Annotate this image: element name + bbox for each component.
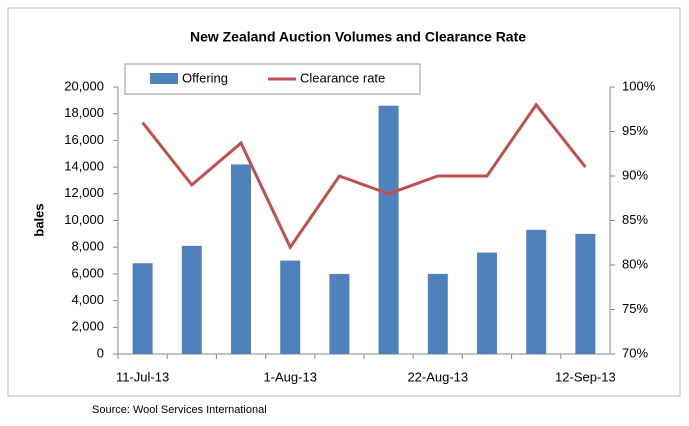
bar (181, 245, 202, 354)
y2-tick-label: 95% (622, 123, 648, 138)
bar (329, 273, 350, 354)
bar (378, 105, 399, 354)
y2-tick-label: 85% (622, 212, 648, 227)
x-tick-label: 11-Jul-13 (116, 369, 169, 384)
legend-swatch (150, 73, 178, 84)
bar (477, 252, 497, 354)
y-tick-label: 16,000 (64, 132, 104, 147)
bar (231, 164, 251, 354)
y-tick-label: 8,000 (71, 239, 104, 254)
source: Source: Wool Services International (92, 404, 267, 416)
y-tick-label: 14,000 (64, 159, 104, 174)
y-tick-label: 10,000 (64, 212, 104, 227)
y-tick-label: 4,000 (71, 292, 104, 307)
bar (132, 263, 153, 354)
x-tick-label: 1-Aug-13 (263, 369, 316, 384)
y-axis-label: bales (31, 203, 46, 236)
x-tick-label: 22-Aug-13 (407, 369, 468, 384)
y-tick-label: 18,000 (64, 105, 104, 120)
bar (427, 273, 448, 354)
y2-tick-label: 75% (622, 301, 648, 316)
y2-tick-label: 70% (622, 345, 648, 360)
y2-tick-label: 90% (622, 167, 648, 182)
legend-label: Clearance rate (300, 70, 385, 85)
y-tick-label: 20,000 (64, 78, 104, 93)
y-tick-label: 0 (97, 345, 104, 360)
y-tick-label: 6,000 (71, 265, 104, 280)
bar (575, 233, 596, 354)
y-tick-label: 12,000 (64, 185, 104, 200)
legend-label: Offering (182, 70, 228, 85)
line (141, 102, 587, 251)
y2-tick-label: 100% (622, 78, 656, 93)
bar (526, 229, 547, 354)
y-tick-label: 2,000 (71, 319, 104, 334)
y2-tick-label: 80% (622, 256, 648, 271)
chart-title: New Zealand Auction Volumes and Clearanc… (190, 29, 526, 45)
x-tick-label: 12-Sep-13 (555, 369, 616, 384)
bar (280, 260, 301, 354)
chart-border (7, 7, 681, 397)
